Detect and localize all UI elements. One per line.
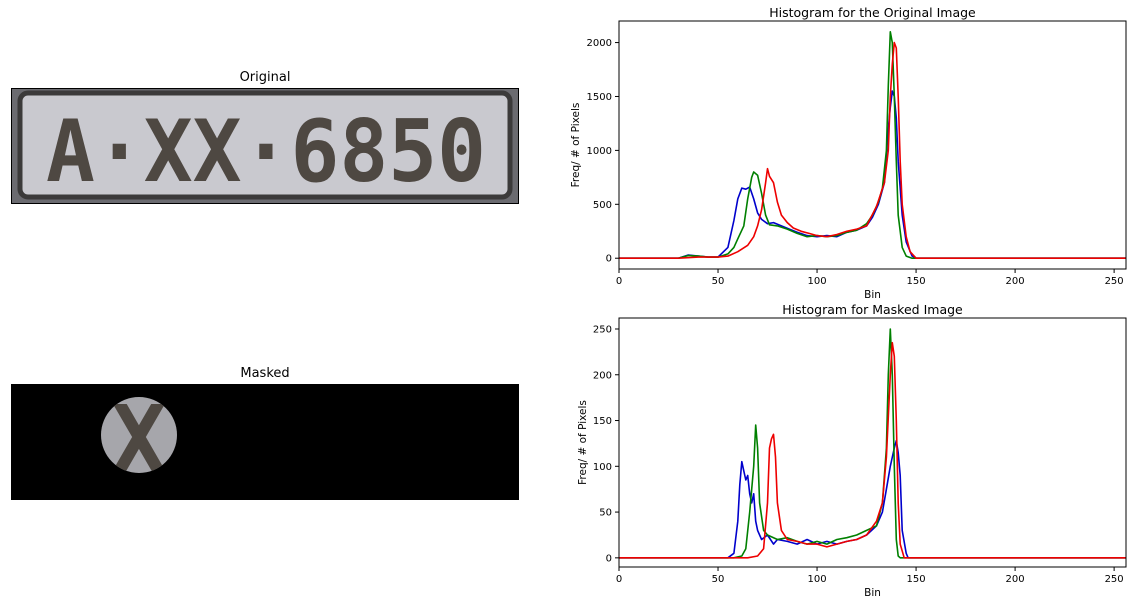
y-tick-label: 1500 — [587, 92, 612, 103]
x-tick-label: 150 — [907, 574, 926, 585]
histogram-masked-chart: Histogram for Masked Image 0 50 100 150 200 25… — [577, 302, 1127, 599]
masked-plate-image: X — [11, 384, 519, 500]
x-tick-label: 250 — [1105, 574, 1124, 585]
plate-text: A·XX·6850 — [46, 102, 486, 202]
histogram-original-chart: Histogram for the Original Image 0 50 100 15… — [570, 5, 1127, 301]
x-tick-label: 50 — [712, 574, 725, 585]
y-tick-label: 500 — [593, 200, 612, 211]
x-tick-label: 250 — [1105, 276, 1124, 287]
x-axis-label: Bin — [864, 289, 881, 301]
series-line-blue — [619, 90, 1126, 259]
chart-title: Histogram for Masked Image — [782, 302, 963, 317]
series-line-blue — [619, 439, 1126, 559]
y-axis-label: Freq/ # of Pixels — [577, 400, 589, 485]
plot-frame — [618, 317, 1127, 568]
original-image-panel: Original A·XX·6850 — [11, 70, 519, 205]
x-tick-label: 100 — [808, 276, 827, 287]
x-tick-label: 100 — [808, 574, 827, 585]
y-tick-label: 2000 — [587, 38, 612, 49]
x-tick-label: 50 — [712, 276, 725, 287]
masked-image-title: Masked — [240, 366, 290, 381]
series-line-green — [619, 31, 1126, 259]
series-line-red — [619, 341, 1126, 559]
y-tick-label: 200 — [593, 370, 612, 381]
y-tick-label: 50 — [599, 508, 612, 519]
y-tick-label: 100 — [593, 462, 612, 473]
series-line-green — [619, 328, 1126, 559]
x-tick-label: 0 — [616, 574, 622, 585]
y-tick-label: 1000 — [587, 146, 612, 157]
original-plate-image: A·XX·6850 — [11, 88, 519, 204]
x-tick-label: 150 — [907, 276, 926, 287]
license-plate-graphic: A·XX·6850 — [12, 89, 518, 203]
y-tick-label: 0 — [606, 254, 612, 265]
masked-graphic: X — [12, 385, 518, 499]
original-image-title: Original — [239, 70, 291, 85]
masked-image-panel: Masked X — [11, 366, 519, 501]
masked-letter: X — [111, 386, 166, 493]
plot-frame — [618, 20, 1127, 270]
series-line-red — [619, 41, 1126, 259]
x-axis-label: Bin — [864, 587, 881, 599]
y-tick-label: 150 — [593, 416, 612, 427]
x-tick-label: 200 — [1006, 276, 1025, 287]
y-axis-label: Freq/ # of Pixels — [570, 103, 582, 188]
x-tick-label: 200 — [1006, 574, 1025, 585]
x-tick-label: 0 — [616, 276, 622, 287]
y-tick-label: 250 — [593, 324, 612, 335]
y-tick-label: 0 — [606, 553, 612, 564]
chart-title: Histogram for the Original Image — [769, 5, 976, 20]
